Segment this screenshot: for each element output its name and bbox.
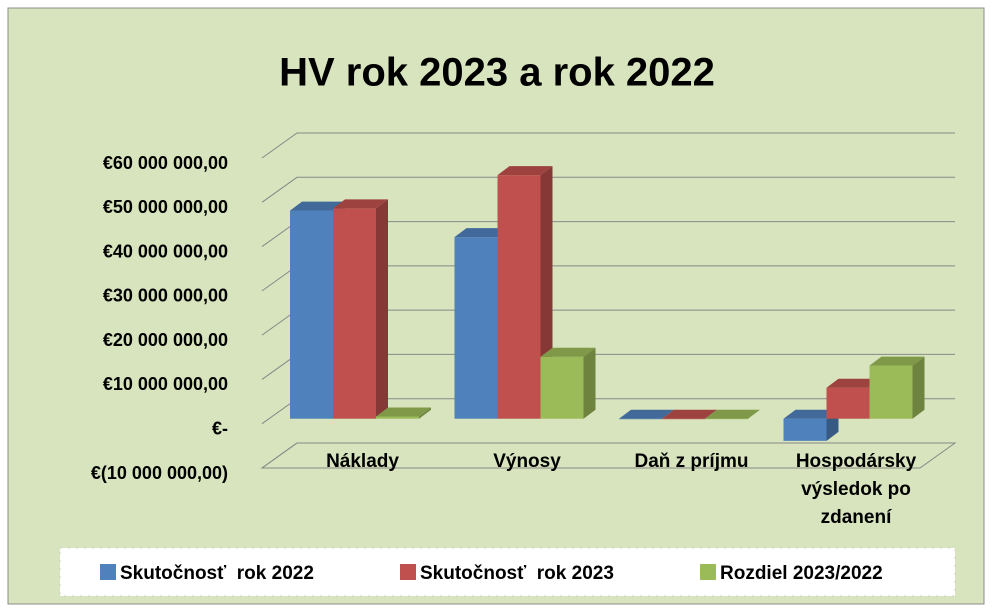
x-tick-label: Výnosy — [493, 451, 561, 472]
legend-box — [59, 547, 956, 597]
bar-face — [826, 387, 870, 419]
bar-face — [454, 228, 510, 238]
bar-face — [662, 418, 705, 420]
bar-face — [869, 365, 913, 419]
bar-face — [869, 356, 925, 366]
legend-label: Skutočnosť rok 2023 — [420, 563, 614, 584]
bar-face — [376, 416, 419, 419]
bar — [869, 356, 925, 419]
bar-face — [540, 356, 584, 419]
legend-swatch — [700, 564, 716, 580]
y-tick-label: €30 000 000,00 — [103, 286, 228, 306]
grid-line — [261, 176, 955, 203]
bar-face — [419, 407, 431, 419]
bar — [619, 409, 674, 420]
grid-line — [261, 132, 955, 159]
y-tick-label: €50 000 000,00 — [103, 197, 228, 217]
bar-face — [783, 418, 827, 441]
bar-face — [497, 175, 541, 419]
legend-swatch — [100, 564, 116, 580]
y-tick-label: €20 000 000,00 — [103, 330, 228, 350]
x-tick-label: Náklady — [326, 451, 399, 472]
bar-face — [497, 166, 553, 176]
bar-face — [583, 347, 596, 419]
bar-face — [912, 356, 925, 419]
y-tick-label: €- — [212, 418, 228, 438]
bar-face — [540, 347, 596, 357]
bar-face — [333, 208, 376, 419]
bar — [662, 409, 717, 420]
bar-face — [662, 409, 717, 419]
bar — [705, 409, 760, 420]
bar-face — [290, 201, 345, 211]
y-tick-label: €60 000 000,00 — [103, 153, 228, 173]
legend-label: Rozdiel 2023/2022 — [720, 563, 883, 584]
y-tick-label: €(10 000 000,00) — [91, 463, 228, 483]
y-tick-label: €40 000 000,00 — [103, 241, 228, 261]
bar — [333, 199, 388, 419]
bar-face — [705, 418, 748, 420]
chart-title: HV rok 2023 a rok 2022 — [279, 51, 715, 95]
bar-face — [783, 409, 839, 419]
y-tick-label: €10 000 000,00 — [103, 374, 228, 394]
bar-face — [454, 237, 498, 419]
grid-line — [261, 442, 955, 469]
legend-label: Skutočnosť rok 2022 — [120, 563, 314, 584]
x-tick-label: Daň z príjmu — [634, 451, 749, 472]
bar-face — [826, 378, 882, 388]
bar-face — [705, 409, 760, 419]
bar — [376, 407, 431, 419]
x-tick-label: Hospodársky výsledok po zdanení — [795, 451, 917, 528]
bar-face — [619, 418, 662, 420]
bar-face — [619, 409, 674, 419]
legend-swatch — [400, 564, 416, 580]
bar-face — [333, 199, 388, 209]
bar-face — [376, 407, 431, 417]
bar — [540, 347, 596, 419]
bar-face — [376, 199, 388, 419]
bar-face — [290, 210, 333, 419]
